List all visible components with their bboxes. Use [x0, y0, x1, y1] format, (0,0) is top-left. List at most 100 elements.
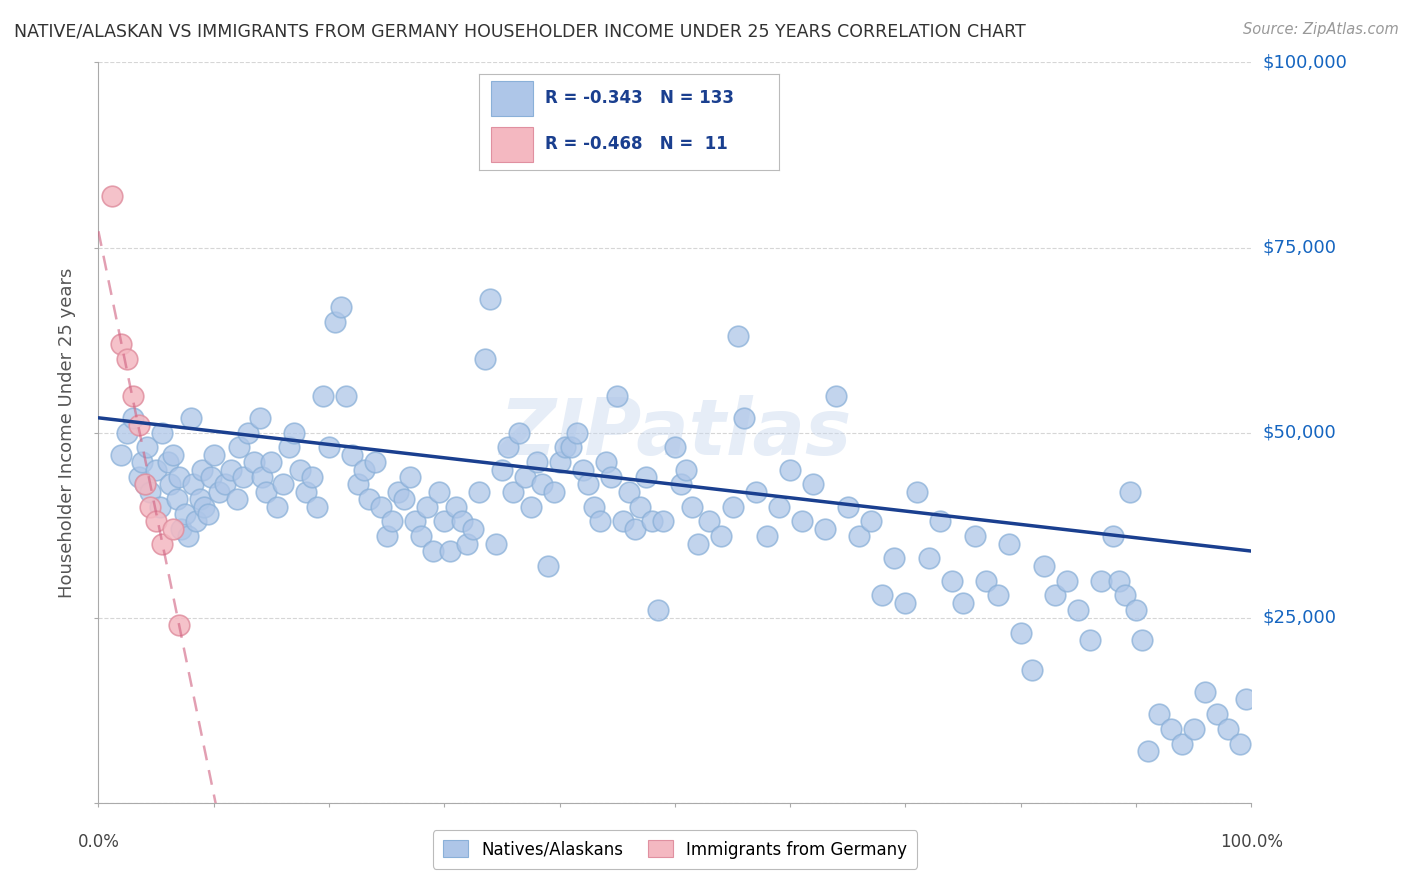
Point [283, 425, 305, 440]
Point [117, 425, 139, 440]
Point [188, 492, 211, 507]
Point [307, 500, 329, 514]
Legend: Natives/Alaskans, Immigrants from Germany: Natives/Alaskans, Immigrants from German… [433, 830, 917, 869]
Point [905, 484, 928, 499]
Point [744, 484, 766, 499]
Point [375, 529, 398, 543]
Point [416, 500, 439, 514]
Point [1136, 744, 1159, 758]
Point [370, 500, 392, 514]
Point [214, 477, 236, 491]
Point [439, 544, 461, 558]
Point [145, 462, 167, 476]
Point [543, 484, 565, 499]
Point [1010, 625, 1032, 640]
Point [110, 448, 132, 462]
Point [837, 500, 859, 514]
Point [872, 589, 894, 603]
Point [686, 536, 709, 550]
Point [139, 500, 162, 514]
Point [162, 448, 184, 462]
Point [1229, 737, 1251, 751]
Point [260, 455, 283, 469]
Point [271, 477, 294, 491]
Point [1078, 632, 1101, 647]
Point [578, 477, 600, 491]
Point [450, 515, 472, 529]
Point [779, 462, 801, 476]
Point [202, 448, 225, 462]
Point [427, 484, 450, 499]
Point [952, 596, 974, 610]
Point [513, 470, 536, 484]
Point [617, 484, 640, 499]
Point [128, 470, 150, 484]
Point [623, 522, 645, 536]
Point [485, 536, 508, 550]
Point [768, 500, 790, 514]
Point [1067, 603, 1090, 617]
Point [560, 441, 582, 455]
Point [381, 515, 404, 529]
Point [612, 515, 634, 529]
Point [496, 441, 519, 455]
Point [167, 618, 190, 632]
Point [231, 470, 254, 484]
Point [128, 418, 150, 433]
Point [987, 589, 1010, 603]
Point [520, 500, 543, 514]
Point [254, 484, 277, 499]
Point [675, 462, 697, 476]
Point [1205, 706, 1227, 721]
Point [277, 441, 299, 455]
Point [963, 529, 986, 543]
Point [883, 551, 905, 566]
Y-axis label: Householder Income Under 25 years: Householder Income Under 25 years [58, 268, 76, 598]
Point [1234, 692, 1257, 706]
Point [225, 492, 247, 507]
Point [150, 425, 173, 440]
Point [998, 536, 1021, 550]
Point [197, 507, 219, 521]
Point [392, 492, 415, 507]
Point [468, 484, 491, 499]
Point [101, 188, 124, 202]
Point [359, 492, 381, 507]
Point [290, 462, 312, 476]
Point [166, 492, 188, 507]
Point [347, 477, 370, 491]
Point [595, 455, 617, 469]
Point [249, 410, 271, 425]
Point [1114, 589, 1136, 603]
Point [531, 477, 554, 491]
Text: ZIPatlas: ZIPatlas [499, 394, 851, 471]
Point [335, 388, 357, 402]
Point [318, 441, 340, 455]
Text: $50,000: $50,000 [1263, 424, 1336, 442]
Point [727, 329, 749, 343]
Point [801, 477, 824, 491]
Point [329, 300, 352, 314]
Point [1021, 663, 1043, 677]
Point [148, 500, 170, 514]
Point [628, 500, 651, 514]
Point [974, 574, 997, 588]
Point [606, 388, 628, 402]
Point [387, 484, 409, 499]
Point [1218, 722, 1240, 736]
Point [312, 388, 335, 402]
Point [266, 500, 288, 514]
Point [756, 529, 779, 543]
Point [186, 515, 208, 529]
Point [323, 314, 346, 328]
Point [131, 455, 153, 469]
Point [537, 558, 560, 573]
Point [162, 522, 184, 536]
Point [1171, 737, 1194, 751]
Point [929, 515, 952, 529]
Point [548, 455, 571, 469]
Point [1056, 574, 1078, 588]
Point [479, 293, 502, 307]
Point [456, 536, 478, 550]
Point [117, 351, 139, 366]
